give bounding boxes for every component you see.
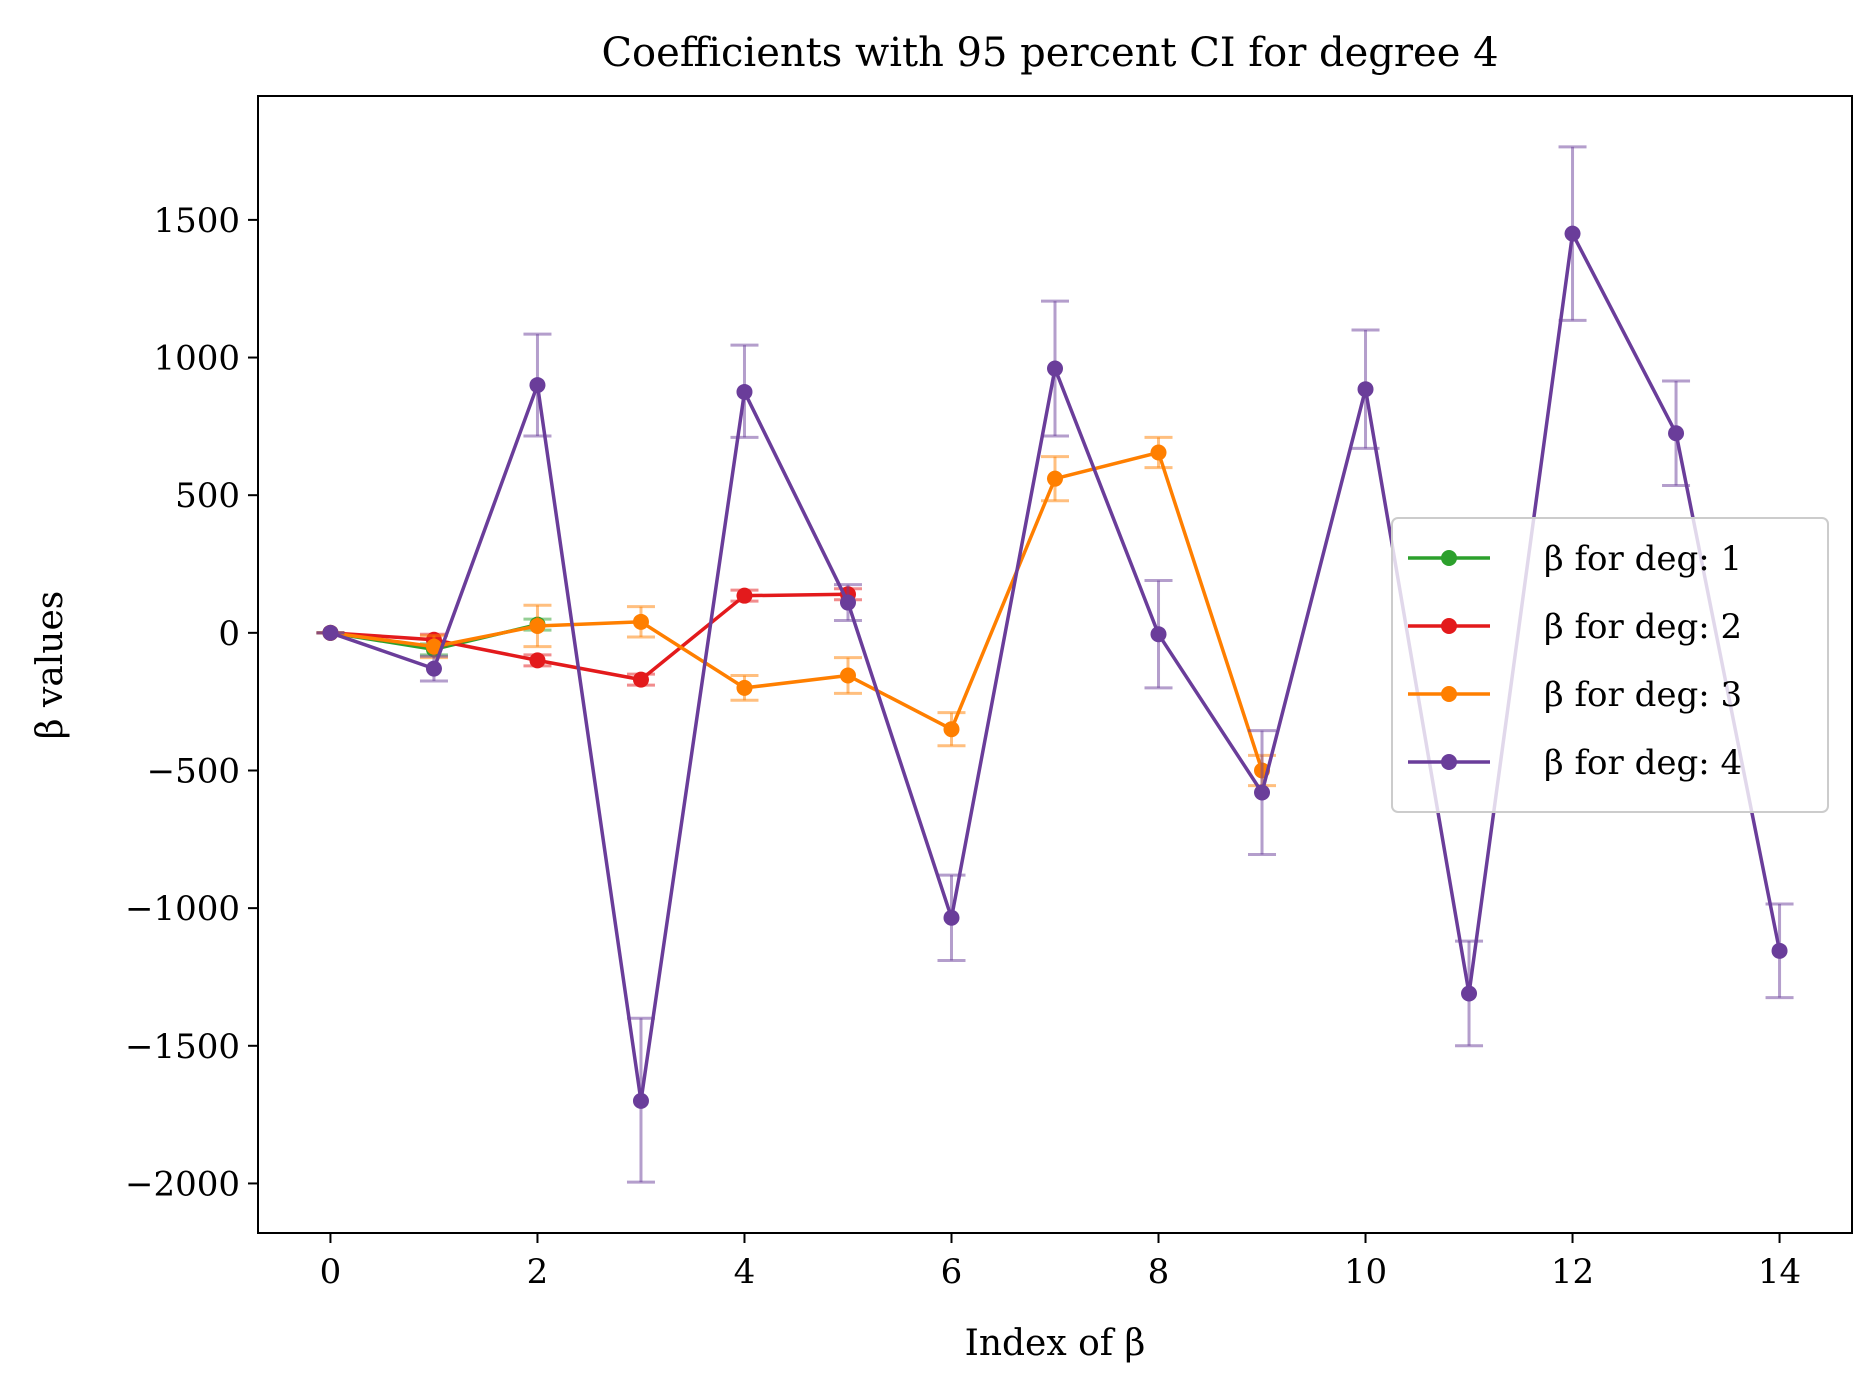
y-tick-label: −1500 — [125, 1027, 240, 1067]
series-3 — [316, 435, 1277, 788]
data-point — [632, 671, 649, 688]
data-point — [1047, 470, 1063, 487]
x-axis-title: Index of β — [965, 1323, 1146, 1364]
data-point — [943, 721, 960, 738]
series-line — [330, 592, 849, 682]
data-point — [1564, 225, 1581, 242]
y-tick-label: −1000 — [125, 889, 240, 929]
data-point — [1254, 784, 1271, 801]
data-point — [839, 667, 856, 684]
data-point — [736, 587, 753, 604]
data-point — [322, 624, 339, 641]
axes-layer: 0 2 4 6 8 10 12 14 −2000 −1500 −1000 −500 0 500 1000 15… — [125, 201, 1801, 1292]
y-tick-label: 0 — [218, 614, 240, 654]
data-point — [425, 660, 442, 677]
data-point — [1047, 360, 1063, 377]
data-point — [529, 377, 546, 394]
y-tick-label: 1000 — [153, 339, 240, 379]
legend-box — [1391, 517, 1829, 813]
y-tick-label: 500 — [175, 476, 240, 516]
legend-label: β for deg: 1 — [1544, 539, 1742, 579]
legend-label: β for deg: 3 — [1544, 675, 1742, 715]
data-point — [1150, 626, 1167, 643]
x-tick-label: 10 — [1344, 1252, 1387, 1292]
series-layer — [316, 145, 1794, 1184]
data-point — [529, 617, 546, 634]
y-tick-label: −500 — [147, 751, 240, 791]
data-point — [1771, 942, 1788, 959]
data-point — [736, 383, 753, 400]
x-tick-label: 2 — [527, 1252, 549, 1292]
data-point — [1668, 425, 1685, 442]
legend-swatch-marker — [1441, 754, 1457, 770]
legend-swatch-marker — [1441, 550, 1457, 566]
data-point — [1357, 381, 1374, 398]
data-point — [632, 613, 649, 630]
legend: β for deg: 1 β for deg: 2 β for deg: 3 β fo… — [1391, 517, 1829, 813]
legend-swatch-marker — [1441, 618, 1457, 634]
data-point — [632, 1092, 649, 1109]
y-tick-label: 1500 — [153, 201, 240, 241]
data-point — [1150, 444, 1167, 461]
legend-label: β for deg: 2 — [1544, 607, 1742, 647]
data-point — [839, 594, 856, 611]
chart-title: Coefficients with 95 percent CI for degr… — [601, 30, 1498, 76]
legend-swatch-marker — [1441, 686, 1457, 702]
data-point — [1461, 985, 1478, 1002]
data-point — [943, 909, 960, 926]
data-point — [425, 638, 442, 655]
y-tick-label: −2000 — [125, 1164, 240, 1204]
plot-frame — [257, 95, 1853, 1234]
data-point — [736, 679, 753, 696]
data-point — [529, 652, 546, 669]
x-tick-label: 0 — [320, 1252, 342, 1292]
x-tick-label: 8 — [1148, 1252, 1170, 1292]
x-tick-label: 14 — [1758, 1252, 1801, 1292]
series-2 — [316, 586, 862, 688]
legend-label: β for deg: 4 — [1544, 743, 1742, 783]
x-tick-label: 12 — [1551, 1252, 1594, 1292]
x-tick-label: 4 — [734, 1252, 756, 1292]
y-axis-title: β values — [30, 591, 71, 740]
series-4 — [316, 145, 1794, 1184]
series-line — [330, 450, 1264, 772]
x-tick-label: 6 — [941, 1252, 963, 1292]
